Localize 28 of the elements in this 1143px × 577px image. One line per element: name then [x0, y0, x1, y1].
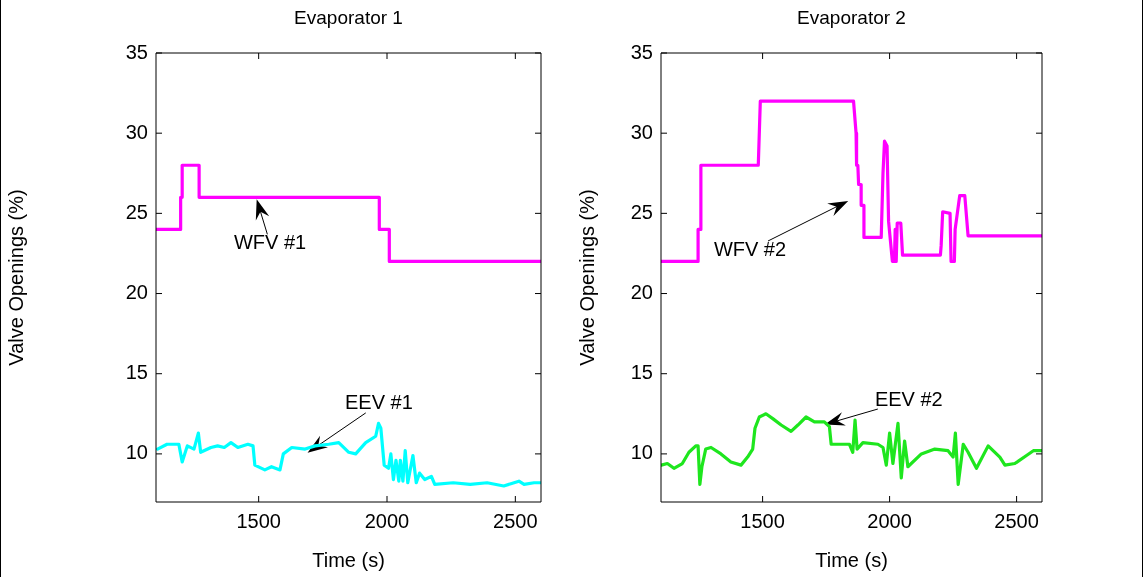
- y-tick-label: 35: [125, 40, 148, 63]
- annotation: WFV #1: [233, 230, 307, 253]
- x-tick-label: 1500: [236, 509, 281, 532]
- chart-title: Evaporator 2: [797, 7, 906, 29]
- y-tick-label: 15: [630, 361, 653, 384]
- y-tick-label: 30: [125, 120, 148, 143]
- annotation: WFV #2: [713, 237, 787, 260]
- annotation: EEV #1: [344, 391, 413, 414]
- x-tick-label: 2500: [994, 509, 1039, 532]
- x-tick-label: 2000: [867, 509, 912, 532]
- y-axis-title: Valve Openings (%): [575, 189, 598, 366]
- y-tick-label: 15: [125, 361, 148, 384]
- chart-title: Evaporator 1: [294, 7, 403, 29]
- y-tick-label: 25: [630, 200, 653, 223]
- x-tick-label: 2000: [364, 509, 410, 532]
- annotation: EEV #2: [874, 387, 943, 410]
- y-tick-label: 10: [125, 441, 148, 464]
- x-tick-label: 2500: [493, 509, 538, 532]
- y-tick-label: 35: [630, 40, 653, 63]
- x-axis-title: Time (s): [312, 548, 385, 571]
- y-tick-label: 10: [630, 441, 653, 464]
- y-tick-label: 30: [630, 120, 653, 143]
- y-tick-label: 20: [630, 281, 653, 304]
- y-tick-label: 25: [125, 200, 148, 223]
- x-tick-label: 1500: [740, 509, 785, 532]
- y-axis-title: Valve Openings (%): [4, 189, 27, 366]
- x-axis-title: Time (s): [815, 548, 888, 571]
- y-tick-label: 20: [125, 281, 148, 304]
